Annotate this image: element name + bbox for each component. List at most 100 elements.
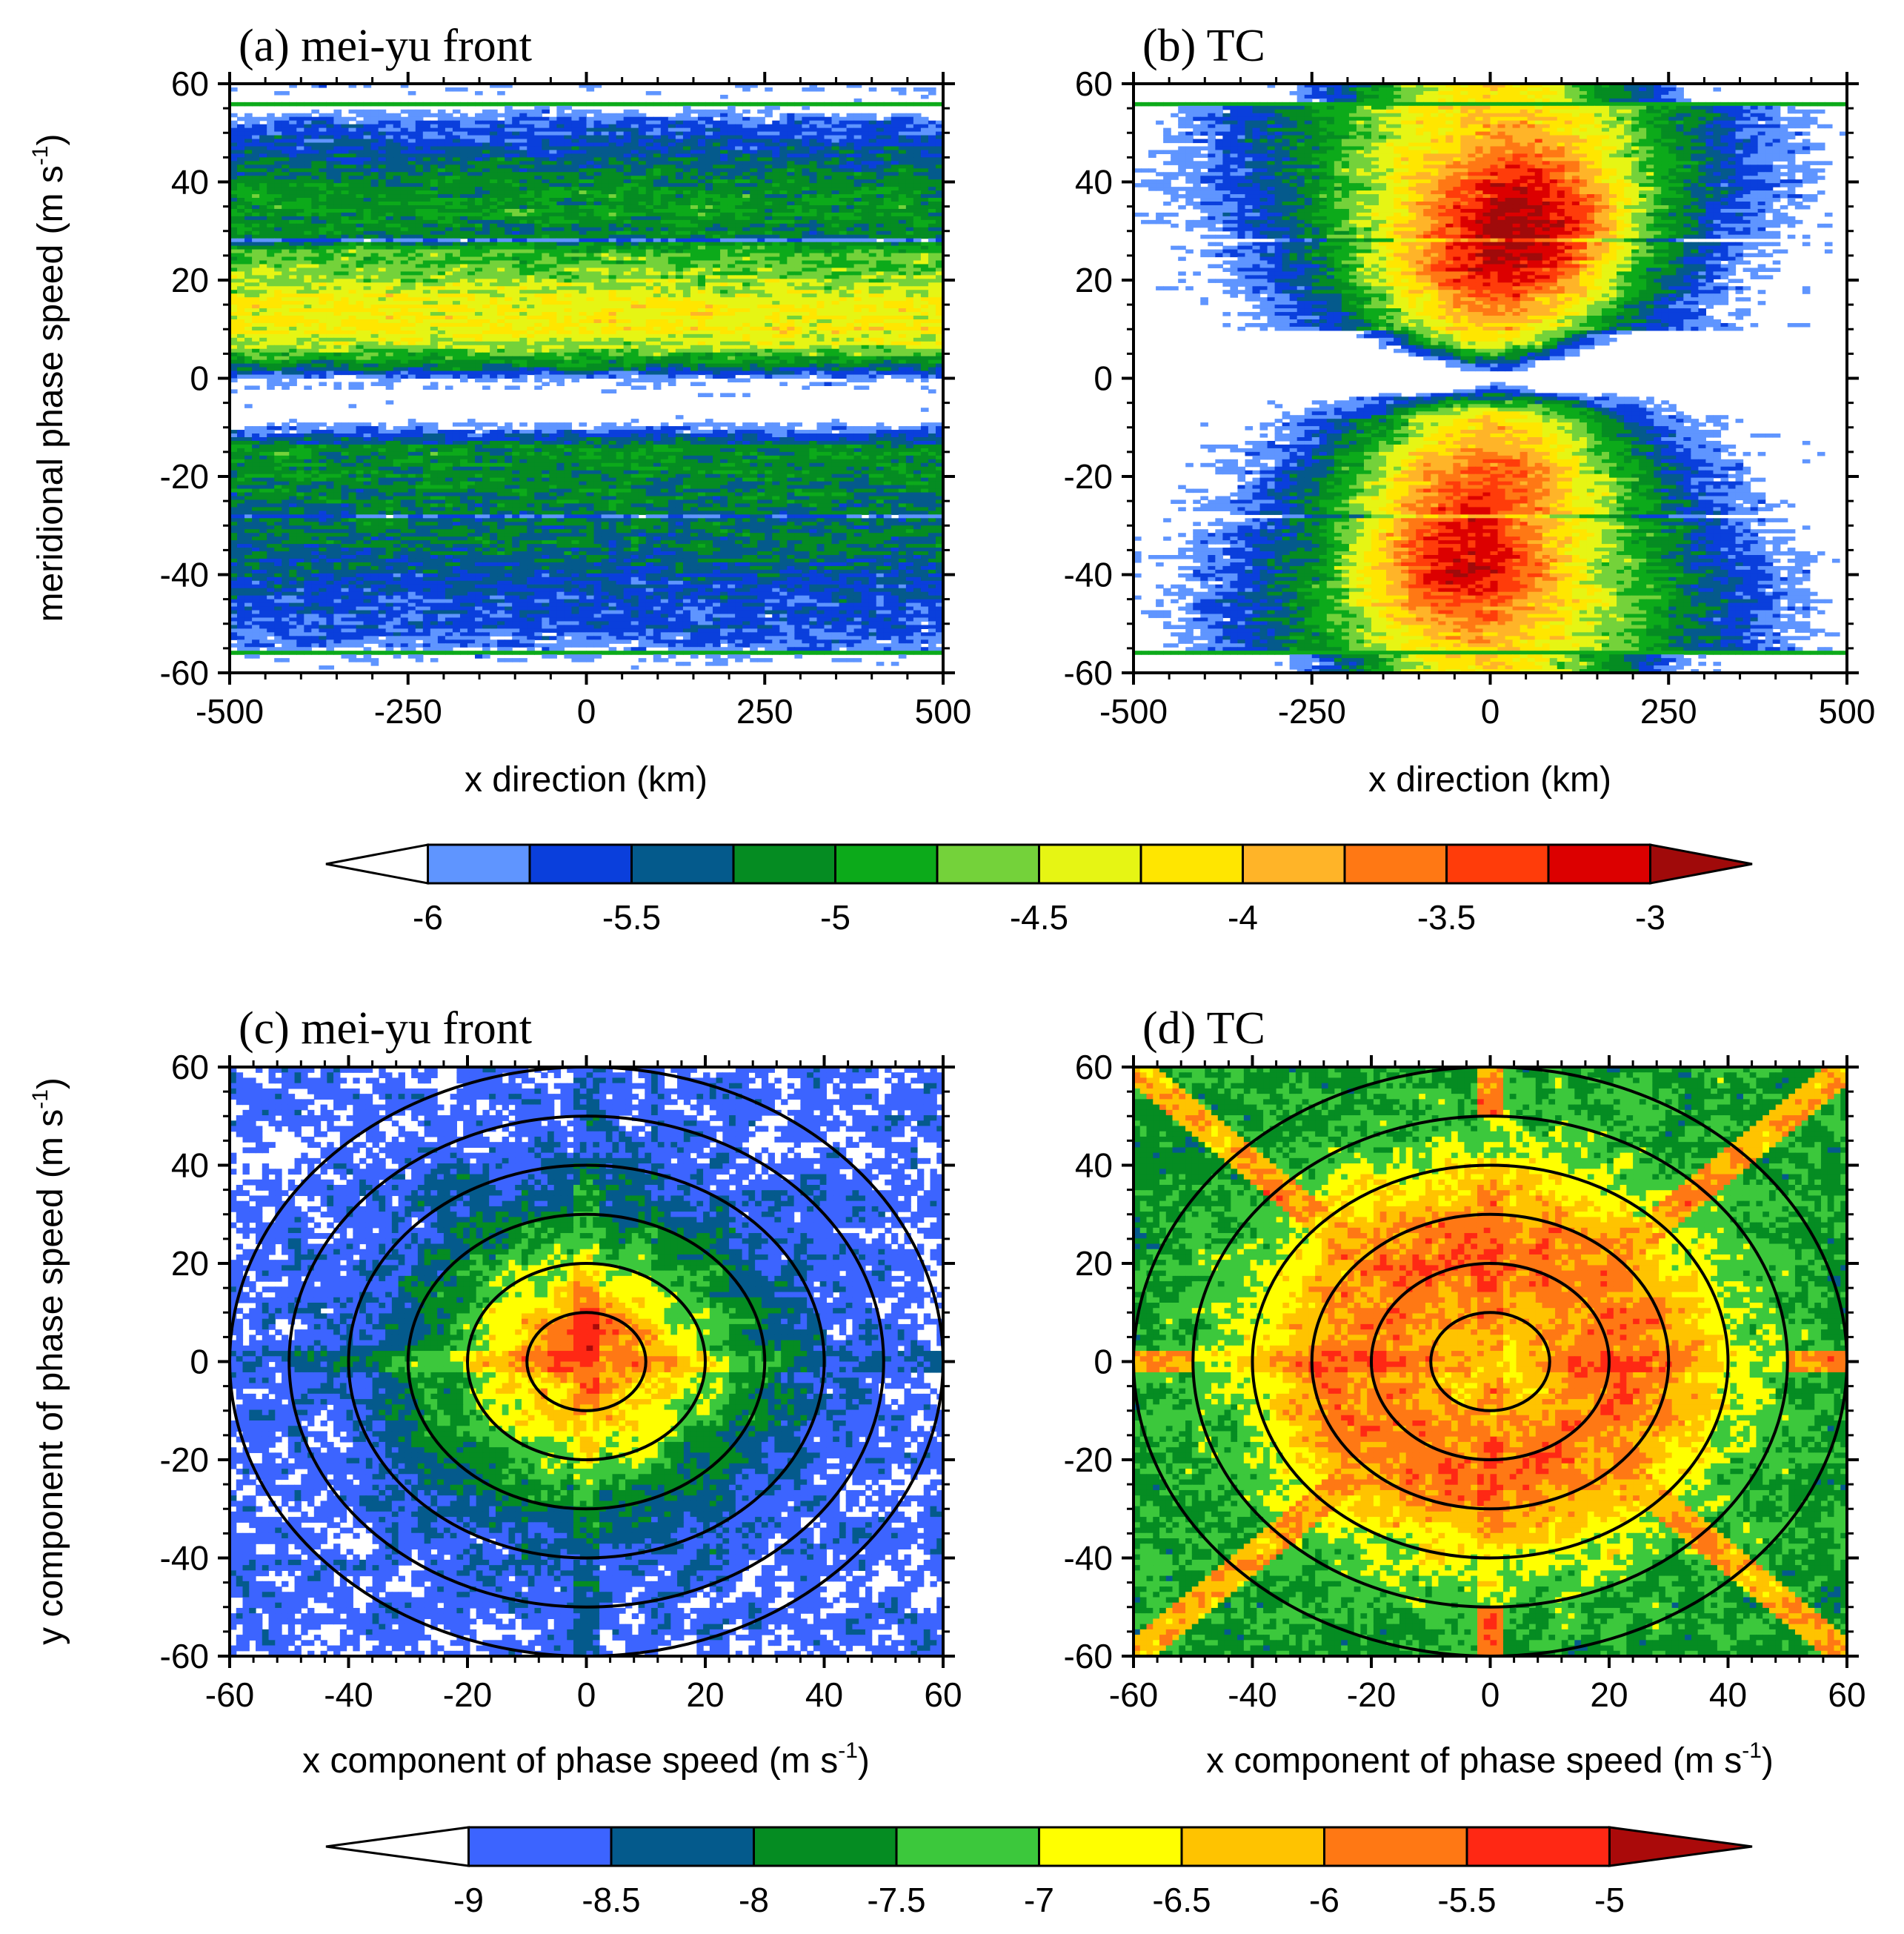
- panel-a-cell: [512, 194, 520, 199]
- panel-a-cell: [802, 230, 810, 236]
- panel-a-cell: [259, 279, 267, 283]
- panel-a-cell: [378, 267, 387, 273]
- panel-a-cell: [623, 190, 632, 195]
- panel-a-cell: [668, 146, 676, 151]
- panel-a-cell: [920, 230, 929, 236]
- panel-a-cell: [311, 230, 319, 236]
- panel-a-cell: [311, 127, 319, 133]
- panel-a-cell: [853, 202, 862, 206]
- panel-a-cell: [593, 198, 602, 202]
- panel-a-cell: [534, 279, 542, 283]
- panel-a-cell: [779, 146, 788, 151]
- panel-a-cell: [750, 157, 758, 162]
- panel-a-cell: [378, 172, 387, 176]
- panel-a-cell: [697, 290, 706, 294]
- panel-a-cell: [593, 176, 602, 180]
- panel-a-cell: [905, 127, 914, 133]
- panel-a-cell: [645, 153, 654, 158]
- panel-a-cell: [237, 205, 245, 210]
- panel-a-cell: [534, 205, 542, 210]
- panel-a-cell: [274, 234, 282, 239]
- panel-a-cell: [623, 208, 632, 213]
- panel-a-cell: [883, 139, 892, 144]
- panel-a-cell: [601, 198, 610, 202]
- panel-a-cell: [579, 187, 587, 191]
- panel-a-cell: [794, 216, 803, 221]
- panel-a-cell: [571, 190, 580, 195]
- panel-a-cell: [616, 286, 625, 290]
- panel-a-cell: [802, 271, 810, 276]
- panel-a-cell: [601, 202, 610, 206]
- panel-a-cell: [876, 212, 885, 217]
- panel-a-cell: [512, 198, 520, 202]
- panel-a-cell: [645, 290, 654, 294]
- panel-a-cell: [660, 135, 669, 140]
- panel-a-cell: [697, 131, 706, 136]
- panel-a-cell: [505, 275, 513, 279]
- panel-a-cell: [549, 165, 557, 169]
- panel-a-cell: [534, 198, 542, 202]
- panel-a-cell: [304, 216, 312, 221]
- panel-a-cell: [579, 161, 587, 165]
- panel-a-cell: [765, 256, 773, 262]
- panel-a-cell: [690, 168, 699, 173]
- panel-a-cell: [542, 176, 550, 180]
- panel-a-cell: [794, 219, 803, 225]
- panel-a-cell: [333, 157, 342, 162]
- panel-a-cell: [824, 293, 833, 298]
- panel-a-cell: [630, 297, 639, 302]
- panel-a-cell: [824, 124, 833, 129]
- panel-a-cell: [861, 282, 870, 287]
- panel-a-cell: [735, 127, 743, 133]
- panel-a-cell: [682, 223, 691, 228]
- panel-a-cell: [289, 205, 297, 210]
- panel-a-cell: [422, 135, 431, 140]
- panel-a-cell: [794, 131, 803, 136]
- panel-a-cell: [430, 256, 439, 262]
- panel-a-cell: [527, 190, 535, 195]
- panel-a-cell: [527, 120, 535, 125]
- panel-a-cell: [333, 234, 342, 239]
- panel-a-cell: [787, 131, 795, 136]
- panel-a-cell: [333, 297, 342, 302]
- panel-a-cell: [415, 146, 424, 151]
- panel-a-cell: [289, 234, 297, 239]
- panel-a-cell: [378, 131, 387, 136]
- panel-a-cell: [363, 264, 372, 269]
- panel-a-cell: [682, 212, 691, 217]
- panel-a-cell: [675, 139, 684, 144]
- panel-a-cell: [713, 290, 721, 294]
- panel-a-cell: [341, 227, 350, 232]
- panel-a-cell: [415, 234, 424, 239]
- panel-a-cell: [289, 179, 297, 184]
- panel-a-cell: [407, 168, 416, 173]
- panel-a-cell: [772, 245, 780, 250]
- panel-a-cell: [393, 297, 402, 302]
- panel-a-cell: [505, 113, 513, 118]
- panel-a-cell: [794, 161, 803, 165]
- panel-a-cell: [586, 249, 595, 254]
- panel-a-cell: [304, 260, 312, 265]
- panel-a-cell: [831, 249, 840, 254]
- panel-a-cell: [319, 157, 327, 162]
- panel-a-cell: [891, 116, 899, 122]
- panel-a-cell: [638, 198, 647, 202]
- panel-a-cell: [378, 282, 387, 287]
- panel-a-cell: [905, 153, 914, 158]
- panel-a-cell: [393, 260, 402, 265]
- panel-a-cell: [616, 219, 625, 225]
- panel-a-cell: [378, 124, 387, 129]
- panel-a-cell: [519, 219, 527, 225]
- panel-a-cell: [519, 238, 527, 243]
- panel-a-cell: [831, 150, 840, 155]
- panel-a-cell: [490, 279, 498, 283]
- panel-a-cell: [794, 120, 803, 125]
- panel-a-cell: [935, 124, 943, 129]
- panel-a-cell: [319, 227, 327, 232]
- panel-a-cell: [905, 219, 914, 225]
- panel-a-cell: [802, 146, 810, 151]
- panel-a-cell: [430, 267, 439, 273]
- panel-a-cell: [319, 120, 327, 125]
- panel-a-cell: [608, 194, 617, 199]
